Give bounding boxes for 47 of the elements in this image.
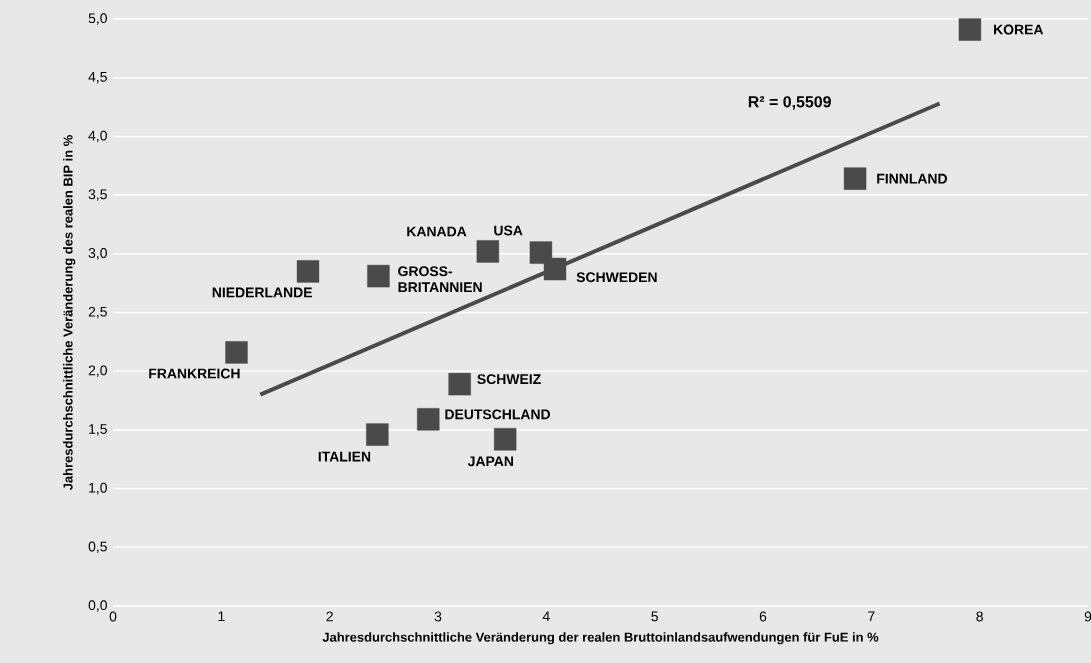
x-tick-label: 9 (1084, 611, 1091, 622)
y-tick-label: 3,0 (88, 248, 107, 260)
annotation: DEUTSCHLAND (445, 409, 551, 420)
y-tick-label: 0,0 (88, 600, 107, 612)
annotation: GROSS-BRITANNIEN (398, 266, 482, 292)
point (476, 240, 500, 263)
point (448, 372, 471, 396)
x-tick-label: 7 (868, 611, 875, 622)
annotation: FINNLAND (877, 173, 947, 184)
point (493, 428, 517, 451)
annotation: SCHWEDEN (576, 272, 657, 283)
annotation: NIEDERLANDE (212, 287, 312, 298)
point (225, 341, 248, 364)
x-axis-title: Jahresdurchschnittliche Veränderung der realen Bruttoinlandsaufwendungen für FuE in % (322, 632, 879, 645)
x-tick-label: 8 (976, 611, 983, 622)
annotation: FRANKREICH (149, 368, 240, 379)
y-tick-label: 1,0 (89, 482, 107, 495)
y-tick-label: 4,0 (88, 130, 107, 143)
y-tick-label: 1,5 (89, 424, 107, 436)
x-tick-label: 3 (434, 611, 442, 622)
point (367, 264, 390, 288)
point (958, 18, 982, 41)
x-tick-label: 5 (651, 611, 658, 622)
annotation: JAPAN (467, 456, 513, 467)
annotation: USA (494, 225, 523, 236)
annotation: SCHWEIZ (477, 374, 541, 385)
y-tick-label: 2,0 (88, 365, 107, 377)
y-tick-label: 0,5 (88, 541, 107, 554)
point (296, 260, 320, 283)
y-tick-label: 5,0 (88, 13, 107, 25)
annotation: KOREA (994, 24, 1044, 35)
x-tick-label: 6 (759, 611, 767, 622)
x-tick-label: 0 (109, 611, 117, 622)
x-tick-label: 2 (326, 611, 333, 622)
point (543, 257, 567, 281)
point (843, 167, 867, 190)
y-axis-title: Jahresdurchschnittliche Veränderung des realen BIP in % (63, 135, 76, 491)
x-tick-label: 4 (542, 611, 550, 622)
point (366, 423, 389, 446)
y-tick-label: 3,5 (88, 189, 107, 201)
annotation: KANADA (407, 226, 467, 237)
x-tick-label: 1 (218, 611, 225, 622)
point (417, 408, 440, 431)
y-tick-label: 2,5 (88, 306, 107, 319)
annotation: R² = 0,5509 (748, 96, 831, 110)
annotation: ITALIEN (318, 451, 371, 462)
y-tick-label: 4,5 (88, 72, 107, 84)
